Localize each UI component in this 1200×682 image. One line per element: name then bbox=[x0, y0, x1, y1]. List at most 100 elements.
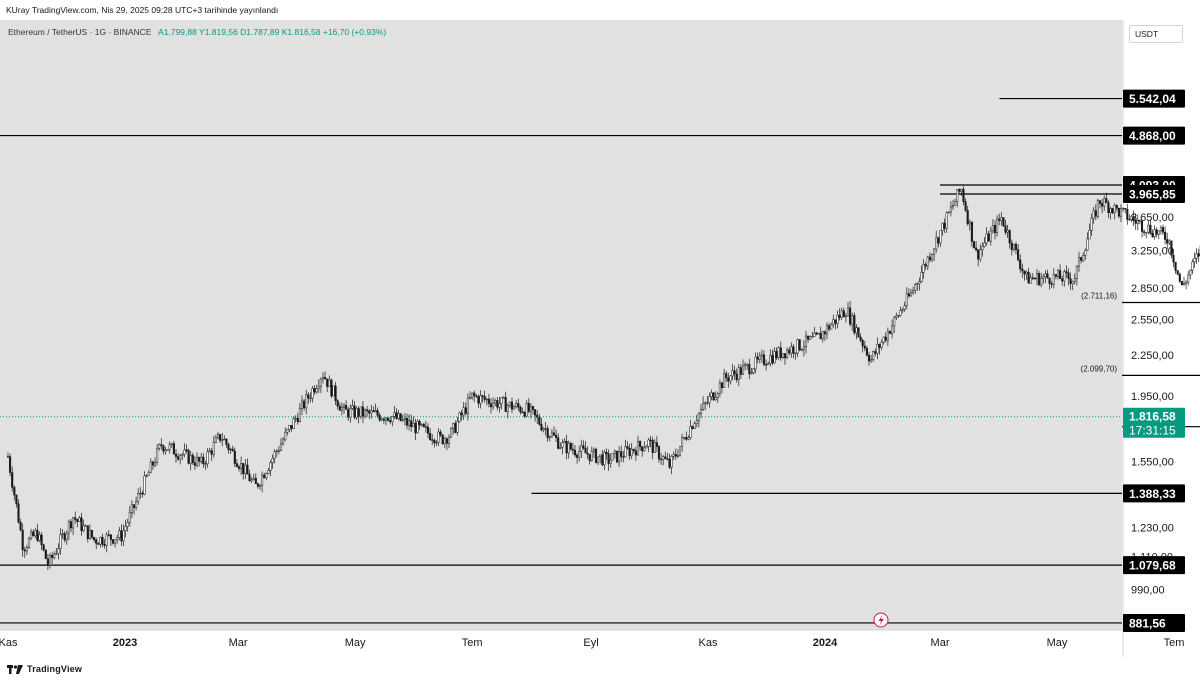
candle-body bbox=[691, 426, 694, 429]
candle-body bbox=[874, 351, 877, 354]
candle-body bbox=[985, 233, 988, 244]
candle-body bbox=[825, 325, 829, 335]
candle-body bbox=[412, 422, 415, 427]
candle-body bbox=[790, 346, 793, 354]
candle-body bbox=[93, 537, 96, 540]
candle-body bbox=[473, 392, 476, 397]
candle-body bbox=[951, 205, 955, 208]
candle-body bbox=[420, 423, 423, 426]
candle-body bbox=[519, 406, 522, 413]
candle-body bbox=[576, 454, 579, 458]
candle-body bbox=[1140, 220, 1144, 232]
candle-body bbox=[483, 396, 486, 400]
tradingview-logo[interactable]: TradingView bbox=[7, 664, 82, 674]
candle-body bbox=[296, 418, 299, 422]
candle-body bbox=[1155, 229, 1158, 235]
candle-body bbox=[838, 314, 841, 318]
candle-body bbox=[132, 504, 136, 508]
candle-body bbox=[1101, 203, 1104, 207]
candle-body bbox=[183, 449, 186, 455]
candle-body bbox=[475, 395, 478, 397]
candle-body bbox=[271, 457, 274, 463]
candle-body bbox=[1172, 254, 1175, 263]
candle-body bbox=[571, 448, 574, 451]
candle-body bbox=[452, 423, 455, 429]
candle-body bbox=[65, 532, 68, 541]
x-tick-label: Mar bbox=[931, 637, 950, 649]
candle-body bbox=[956, 189, 959, 202]
candle-body bbox=[933, 248, 936, 255]
plot-area[interactable] bbox=[0, 20, 1122, 630]
candle-body bbox=[36, 530, 39, 541]
candle-body bbox=[193, 462, 196, 466]
candle-body bbox=[336, 400, 339, 407]
candle-body bbox=[219, 434, 222, 441]
candle-body bbox=[1182, 283, 1186, 286]
candle-body bbox=[294, 418, 297, 420]
current-price-tag-bg bbox=[1123, 407, 1185, 438]
candle-body bbox=[618, 451, 621, 463]
candle-body bbox=[786, 349, 789, 358]
candle-body bbox=[515, 403, 518, 408]
time-axis[interactable]: Kas2023MarMayTemEylKas2024MarMayTemEylKa… bbox=[0, 637, 1200, 649]
candle-body bbox=[1109, 208, 1112, 214]
candle-body bbox=[897, 315, 900, 317]
candle-body bbox=[744, 364, 747, 367]
candle-body bbox=[624, 446, 627, 458]
currency-unit-button[interactable]: USDT bbox=[1129, 25, 1183, 43]
price-tag-bg bbox=[1123, 556, 1185, 575]
candle-body bbox=[288, 425, 291, 430]
candle-body bbox=[97, 543, 100, 545]
candle-body bbox=[1178, 273, 1181, 282]
lightning-icon[interactable] bbox=[873, 612, 889, 628]
candle-body bbox=[678, 446, 682, 456]
candle-body bbox=[710, 392, 713, 397]
symbol-name[interactable]: Ethereum / TetherUS · 1G · BINANCE bbox=[8, 27, 152, 37]
candle-body bbox=[277, 450, 280, 452]
candle-body bbox=[477, 396, 480, 404]
candle-body bbox=[67, 521, 70, 534]
candle-body bbox=[754, 356, 757, 370]
candle-body bbox=[538, 417, 541, 425]
candle-body bbox=[630, 448, 633, 457]
candle-body bbox=[204, 463, 207, 465]
candle-body bbox=[693, 423, 696, 429]
candle-body bbox=[634, 450, 637, 456]
candle-body bbox=[345, 404, 348, 410]
candle-body bbox=[439, 431, 442, 436]
candle-body bbox=[109, 534, 112, 540]
candle-body bbox=[353, 405, 356, 418]
candle-body bbox=[370, 410, 373, 414]
candle-body bbox=[359, 406, 362, 417]
price-tag: 4.868,00 bbox=[1129, 129, 1176, 143]
candle-body bbox=[210, 450, 213, 455]
candle-body bbox=[1187, 274, 1190, 283]
candle-body bbox=[1088, 230, 1091, 240]
candle-body bbox=[460, 412, 463, 416]
candle-body bbox=[687, 437, 690, 440]
x-tick-label: Tem bbox=[462, 637, 483, 649]
candle-body bbox=[63, 533, 66, 541]
candle-body bbox=[1138, 220, 1141, 222]
candle-body bbox=[960, 189, 963, 192]
candle-body bbox=[263, 474, 266, 479]
candle-body bbox=[611, 452, 614, 461]
candle-body bbox=[548, 436, 551, 439]
candle-body bbox=[504, 397, 507, 412]
candle-body bbox=[828, 325, 831, 330]
candle-body bbox=[269, 462, 272, 471]
candle-body bbox=[626, 446, 629, 449]
candle-body bbox=[525, 402, 528, 417]
candle-body bbox=[802, 346, 805, 350]
level-label: (2.711,16) bbox=[1081, 292, 1117, 301]
price-tag: 881,56 bbox=[1129, 616, 1166, 630]
candle-body bbox=[823, 331, 826, 335]
candle-body bbox=[1136, 220, 1139, 224]
candle-body bbox=[1029, 277, 1032, 284]
candle-body bbox=[88, 530, 91, 539]
candle-body bbox=[817, 332, 820, 335]
candle-body bbox=[229, 448, 232, 451]
candle-body bbox=[590, 450, 593, 461]
candle-body bbox=[1180, 281, 1183, 286]
